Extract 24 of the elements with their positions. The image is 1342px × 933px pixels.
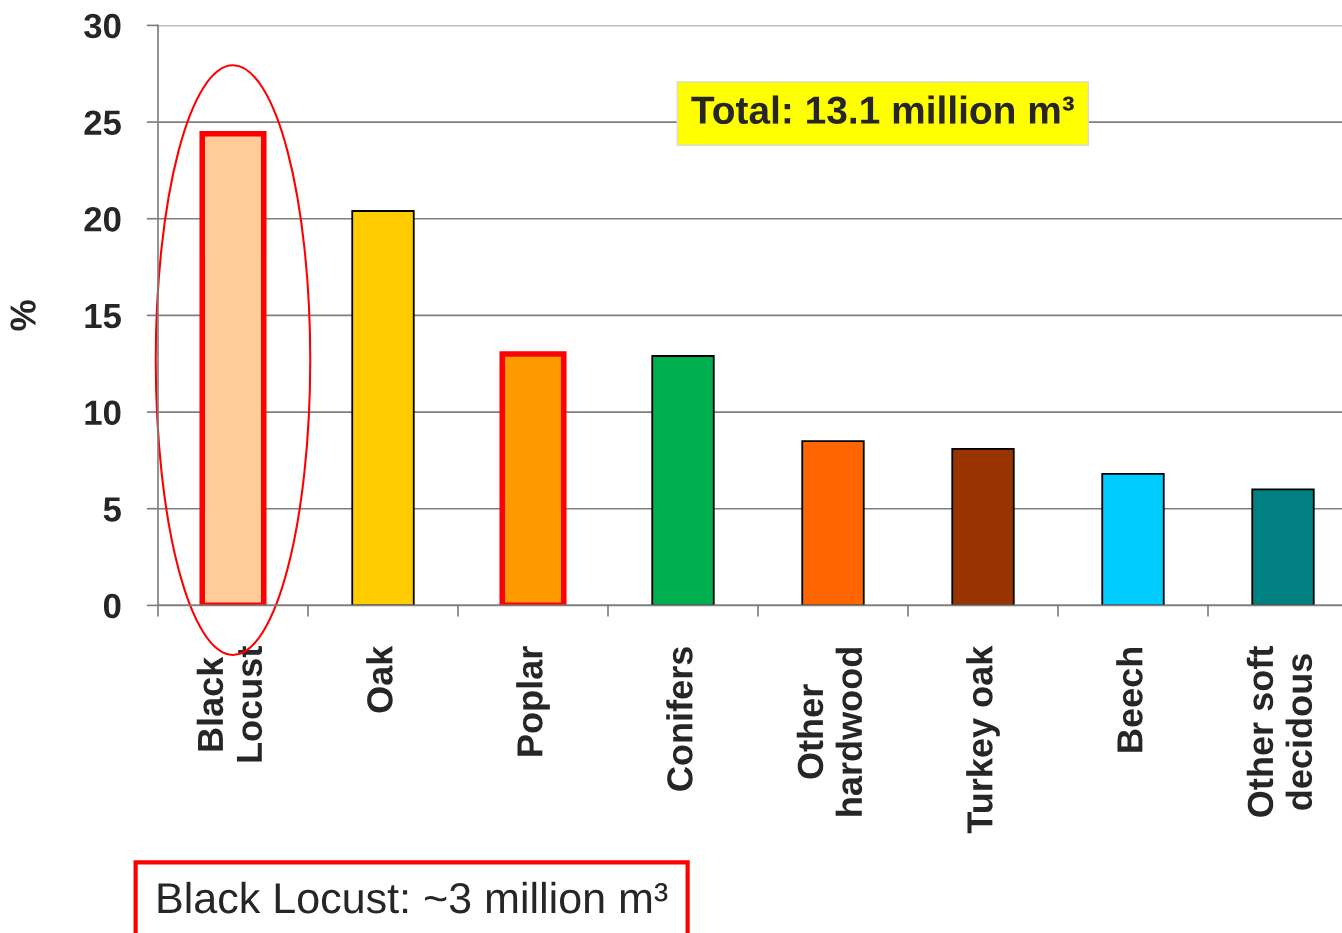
y-axis-title: %: [10, 300, 36, 331]
x-tick-label: Poplar: [516, 646, 550, 756]
y-tick-label: 0: [103, 593, 121, 619]
y-tick-label: 10: [85, 400, 121, 425]
bar: [651, 355, 715, 606]
y-tick-label: 20: [84, 207, 121, 232]
x-tick-label: Other soft decidous: [1246, 646, 1313, 817]
x-tick-label: Beech: [1116, 647, 1143, 752]
x-tick-label: Black Locust: [196, 646, 263, 762]
x-tick-label: Oak: [366, 645, 393, 713]
y-tick-label: 5: [103, 497, 121, 522]
annotation: Total: 13.1 million m³: [691, 95, 1074, 125]
x-tick-label: Turkey oak: [966, 645, 1000, 834]
text: Black Locust: ~3 million m³: [158, 881, 668, 914]
bar: [351, 210, 415, 606]
y-tick-label: 15: [85, 304, 121, 329]
x-tick-label: Conifers: [666, 647, 693, 791]
bar: [1101, 473, 1165, 606]
bar: [951, 447, 1015, 606]
bar: [1251, 488, 1315, 606]
y-tick-label: 25: [84, 110, 121, 135]
y-tick-label: 30: [84, 13, 121, 39]
bar: [801, 440, 865, 606]
x-tick-label: Other hardwood: [796, 648, 863, 816]
